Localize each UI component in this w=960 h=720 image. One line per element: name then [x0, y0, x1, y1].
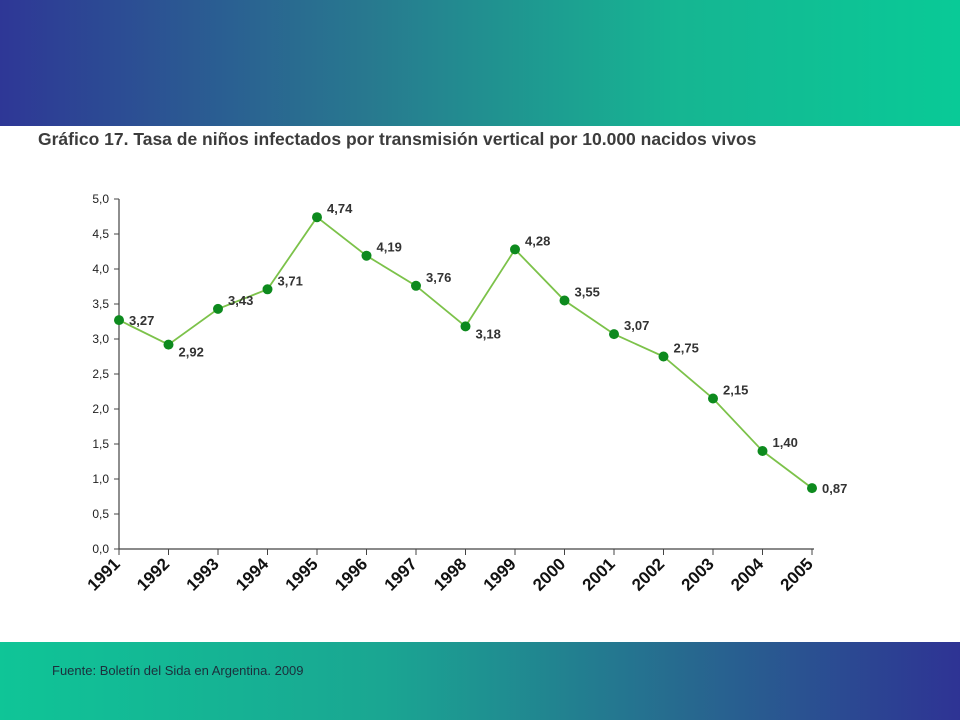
- data-point: [658, 351, 669, 362]
- source-note: Fuente: Boletín del Sida en Argentina. 2…: [52, 663, 304, 678]
- data-label: 2,15: [723, 383, 748, 398]
- chart-axes: [118, 199, 814, 550]
- x-tick-label: 2004: [727, 554, 768, 595]
- y-tick-label: 2,0: [92, 402, 109, 416]
- data-label: 4,74: [327, 201, 353, 216]
- series-line: [118, 215, 813, 489]
- data-point: [411, 280, 421, 291]
- y-axis-ticks: 0,0 0,5 1,0 1,5 2,0 2,5 3,0 3,5 4,0 4,5 5,0: [92, 192, 119, 556]
- x-tick-label: 2005: [777, 554, 817, 594]
- x-tick-label: 1993: [183, 554, 223, 594]
- x-tick-label: 1995: [282, 554, 322, 594]
- x-tick-label: 2001: [579, 554, 619, 594]
- data-label: 3,71: [278, 273, 303, 288]
- data-point: [262, 284, 273, 295]
- data-label: 3,18: [476, 326, 501, 341]
- data-label: 3,07: [624, 318, 649, 333]
- x-tick-label: 1996: [331, 554, 371, 594]
- y-tick-label: 1,0: [92, 472, 109, 486]
- data-label: 3,43: [228, 293, 253, 308]
- data-point: [807, 483, 817, 494]
- data-point: [708, 393, 718, 404]
- data-label: 1,40: [773, 435, 798, 450]
- x-tick-label: 1999: [480, 554, 520, 594]
- y-tick-label: 1,5: [92, 437, 109, 451]
- x-tick-label: 1997: [381, 554, 421, 594]
- y-tick-label: 5,0: [92, 192, 109, 206]
- data-label: 4,19: [377, 240, 402, 255]
- x-tick-label: 1998: [430, 554, 470, 594]
- y-tick-label: 3,0: [92, 332, 109, 346]
- footer-gradient-band: [0, 642, 960, 720]
- data-point: [312, 212, 322, 223]
- y-tick-label: 2,5: [92, 367, 109, 381]
- y-tick-label: 4,0: [92, 262, 109, 276]
- data-label: 2,92: [179, 345, 204, 360]
- data-point: [361, 250, 372, 261]
- data-label: 2,75: [674, 341, 699, 356]
- chart-title: Gráfico 17. Tasa de niños infectados por…: [38, 129, 757, 149]
- data-point: [559, 295, 570, 306]
- slide-content: [0, 126, 960, 642]
- x-tick-label: 1991: [84, 554, 124, 594]
- data-point: [114, 315, 124, 326]
- data-point: [213, 303, 223, 314]
- header-gradient-band: [0, 0, 960, 126]
- y-tick-label: 0,5: [92, 507, 109, 521]
- x-tick-label: 2003: [678, 554, 718, 594]
- data-label: 3,76: [426, 270, 451, 285]
- data-labels: 3,27 2,92 3,43 3,71 4,74 4,19 3,76 3,18 4,28 3,55…: [129, 201, 847, 496]
- y-tick-label: 0,0: [92, 542, 109, 556]
- data-label: 3,55: [575, 285, 600, 300]
- y-tick-label: 4,5: [92, 227, 109, 241]
- y-tick-label: 3,5: [92, 297, 109, 311]
- data-point: [757, 446, 768, 456]
- data-label: 4,28: [525, 233, 550, 248]
- data-point: [609, 329, 619, 340]
- x-axis-ticks: 1991 1992 1993 1994 1995 1996 1997 1998 1999 2000…: [84, 549, 817, 595]
- data-label: 0,87: [822, 481, 847, 496]
- data-point: [460, 321, 471, 332]
- x-tick-label: 2000: [529, 554, 569, 594]
- x-tick-label: 1992: [133, 554, 173, 594]
- data-point: [163, 339, 174, 350]
- x-tick-label: 2002: [628, 554, 668, 594]
- series-rate: [114, 212, 817, 494]
- data-label: 3,27: [129, 313, 154, 328]
- data-point: [510, 244, 520, 255]
- x-tick-label: 1994: [232, 554, 273, 595]
